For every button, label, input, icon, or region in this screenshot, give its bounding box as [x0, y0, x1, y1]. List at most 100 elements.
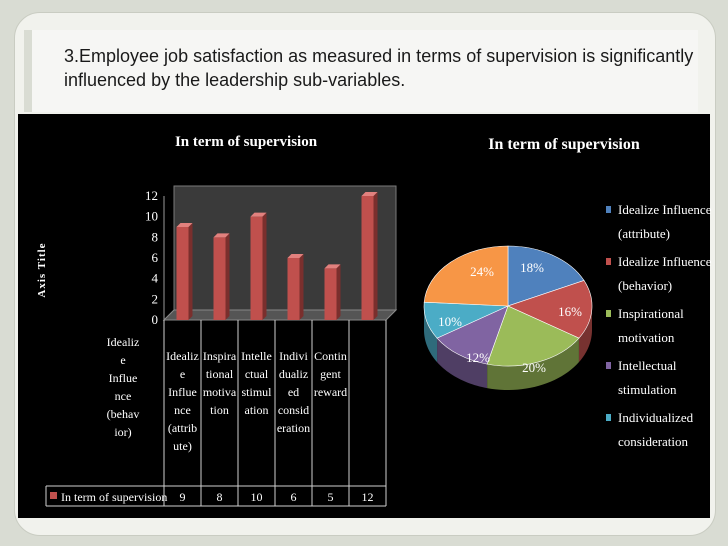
category-label: eration [277, 421, 310, 435]
legend-swatch [606, 310, 611, 317]
pie-side [487, 338, 579, 390]
legend-swatch [606, 206, 611, 213]
legend-item: Intellectual stimulation [604, 354, 712, 402]
category-label: Inspira [203, 349, 237, 363]
category-label: (behav [107, 407, 140, 421]
pie-chart-title: In term of supervision [488, 136, 640, 153]
category-label: tion [210, 403, 229, 417]
bar [361, 196, 374, 320]
category-label: dualiz [279, 367, 308, 381]
pie-side [578, 306, 592, 363]
pie-value-label: 10% [438, 314, 462, 329]
legend-label: consideration [618, 434, 689, 449]
pie-slice [436, 305, 509, 365]
pie-slice [507, 280, 593, 339]
pie-side [437, 338, 488, 389]
pie-slice [507, 245, 585, 307]
table-value: 6 [291, 490, 297, 504]
category-label: e [120, 353, 125, 367]
y-tick-label: 8 [152, 229, 159, 244]
pie-value-label: 20% [522, 360, 546, 375]
category-label: ior) [114, 425, 131, 439]
pie-slice [486, 305, 580, 367]
bar [176, 227, 189, 320]
bar-side [225, 233, 230, 320]
bar-side [336, 264, 341, 320]
legend-label: Idealize Influence [618, 202, 712, 217]
category-label: Influe [168, 385, 197, 399]
legend-label: Idealize Influence [618, 254, 712, 269]
category-label: Indivi [279, 349, 308, 363]
bar [287, 258, 300, 320]
bar-top [213, 233, 230, 238]
bar-side [188, 223, 193, 320]
y-axis-title: Axis Title [36, 242, 48, 298]
category-label: tional [206, 367, 234, 381]
table-value: 12 [362, 490, 374, 504]
pie-value-label: 24% [470, 264, 494, 279]
table-series-swatch [50, 492, 57, 499]
chart-canvas: 0 2 4 6 8 10 12 In term of supervision 9 8 10 6 5 12 I… [45, 185, 593, 507]
category-label: reward [314, 385, 347, 399]
legend-label: Individualized [618, 410, 694, 425]
legend-swatch [606, 414, 611, 421]
y-tick-label: 12 [145, 188, 158, 203]
legend-swatch [606, 258, 611, 265]
category-label: ctual [245, 367, 269, 381]
legend-label: Inspirational [618, 306, 684, 321]
slide-title: 3.Employee job satisfaction as measured … [64, 46, 694, 90]
legend-label: (behavior) [618, 278, 673, 293]
bar [324, 268, 337, 320]
bar-top [361, 192, 378, 196]
category-label: Influe [109, 371, 138, 385]
category-label: stimul [241, 385, 272, 399]
legend-label: Intellectual [618, 358, 677, 373]
table-value: 8 [217, 490, 223, 504]
title-accent-bar [24, 30, 32, 112]
category-label: Idealiz [107, 335, 140, 349]
pie-value-label: 18% [520, 260, 544, 275]
y-tick-label: 2 [152, 291, 159, 306]
y-tick-label: 10 [145, 209, 158, 224]
category-label: consid [278, 403, 309, 417]
title-band: 3.Employee job satisfaction as measured … [24, 30, 698, 112]
category-label: e [180, 367, 185, 381]
category-label: ute) [173, 439, 192, 453]
table-series-name: In term of supervision [61, 490, 167, 504]
category-label: nce [115, 389, 132, 403]
bar [213, 237, 226, 320]
legend-label: motivation [618, 330, 675, 345]
pie-value-label: 16% [558, 304, 582, 319]
bar-top [324, 264, 341, 269]
legend-label: (attribute) [618, 226, 670, 241]
y-tick-label: 0 [152, 312, 159, 327]
table-value: 9 [180, 490, 186, 504]
chart-panel: 0 2 4 6 8 10 12 In term of supervision 9 8 10 6 5 12 I… [18, 114, 712, 518]
category-label: gent [320, 367, 341, 381]
pie-side [424, 306, 438, 363]
legend-item: Idealize Influence (behavior) [604, 250, 712, 298]
y-tick-label: 6 [152, 250, 159, 265]
bar [250, 216, 263, 320]
legend-item: Idealize Influence (attribute) [604, 198, 712, 246]
bar-side [299, 254, 304, 320]
table-value: 10 [251, 490, 263, 504]
legend-item: Individualized consideration [604, 406, 712, 454]
pie-legend: Idealize Influence (attribute) Idealize In… [604, 198, 712, 458]
category-label: ed [288, 385, 299, 399]
category-label: Idealiz [166, 349, 199, 363]
category-label: Contin [314, 349, 347, 363]
legend-swatch [606, 362, 611, 369]
category-label: ation [245, 403, 269, 417]
plot-back-wall [162, 185, 397, 321]
bar-top [287, 254, 304, 258]
y-tick-label: 4 [152, 271, 159, 286]
plot-floor [162, 309, 398, 321]
category-label: (attrib [168, 421, 197, 435]
legend-item: Inspirational motivation [604, 302, 712, 350]
pie-value-label: 12% [466, 350, 490, 365]
category-label: Intelle [241, 349, 272, 363]
table-value: 5 [328, 490, 334, 504]
legend-label: stimulation [618, 382, 677, 397]
category-label: motiva [203, 385, 237, 399]
